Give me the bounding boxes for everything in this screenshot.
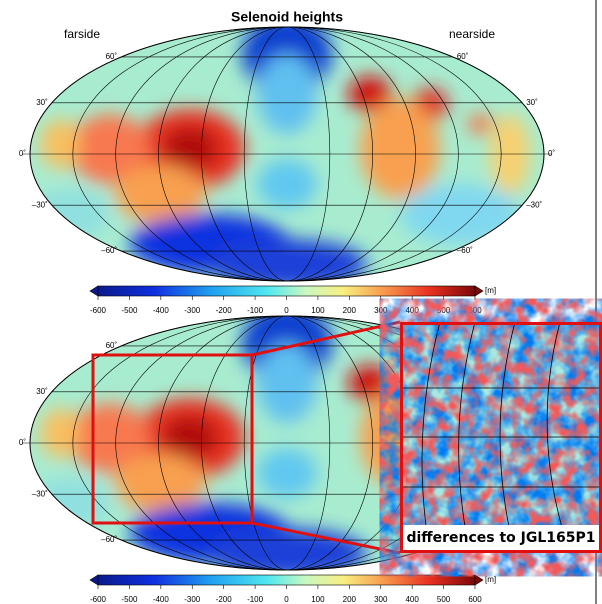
anomaly	[257, 343, 317, 423]
colorbar-tick-label: -100	[247, 306, 264, 315]
colorbar-tick-label: -200	[216, 306, 233, 315]
anomaly	[360, 99, 440, 199]
anomaly	[40, 408, 80, 458]
colorbar-tick-label: -400	[153, 306, 170, 315]
inset-red	[400, 322, 602, 553]
latitude-label: –30˚	[32, 200, 48, 209]
colorbar-tick-label: -600	[90, 306, 107, 315]
colorbar: -600 -500 -400 -300 -200 -100 0 100 200 300 400 500…	[90, 575, 496, 604]
colorbar-unit: [m]	[485, 286, 496, 295]
anomaly	[257, 448, 317, 498]
latitude-label: –60˚	[101, 535, 117, 544]
latitude-label: 0˚	[19, 438, 26, 447]
latitude-label: 60˚	[106, 52, 118, 61]
anomaly	[468, 114, 492, 134]
inset-label: differences to JGL165P1	[406, 530, 595, 546]
colorbar-tick-label: 300	[374, 306, 388, 315]
colorbar-tick-label: 200	[343, 306, 357, 315]
title: Selenoid heights	[231, 9, 343, 25]
colorbar-tick-label: -100	[247, 595, 264, 604]
latitude-label: –60˚	[457, 246, 473, 255]
colorbar-low	[90, 286, 98, 296]
colorbar-tick-label: 100	[311, 306, 325, 315]
latitude-label: 30˚	[526, 98, 538, 107]
colorbar-unit: [m]	[485, 575, 496, 584]
latitude-label: –30˚	[32, 489, 48, 498]
colorbar-tick-label: 600	[468, 595, 482, 604]
latitude-label: –60˚	[101, 246, 117, 255]
colorbar-tick-label: 500	[437, 306, 451, 315]
anomaly	[162, 127, 218, 171]
colorbar-tick-label: -500	[121, 595, 138, 604]
anomaly	[400, 184, 520, 244]
latitude-label: 0˚	[19, 149, 26, 158]
latitude-label: –30˚	[526, 200, 542, 209]
colorbar: -600 -500 -400 -300 -200 -100 0 100 200 300 400 500…	[90, 286, 496, 315]
colorbar-tick-label: -600	[90, 595, 107, 604]
colorbar-ramp	[98, 286, 475, 296]
colorbar-ramp	[98, 575, 475, 585]
map: 60˚ 60˚ 30˚ 30˚ 0˚ 0˚ –30˚ –30˚ –60˚ –60˚	[19, 14, 556, 289]
colorbar-tick-label: 500	[437, 595, 451, 604]
latitude-label: 60˚	[457, 52, 469, 61]
anomaly	[40, 119, 80, 169]
colorbar-tick-label: 0	[284, 595, 289, 604]
nearside-label: nearside	[449, 27, 495, 41]
latitude-label: 30˚	[36, 387, 48, 396]
colorbar-high	[475, 575, 483, 585]
anomaly	[257, 54, 317, 134]
colorbar-tick-label: -200	[216, 595, 233, 604]
inset: differences to JGL165P1	[400, 322, 602, 553]
anomaly	[257, 159, 317, 209]
figure: Selenoid heights farside nearside 60˚60˚…	[0, 0, 602, 604]
latitude-label: 60˚	[106, 341, 118, 350]
colorbar-tick-label: 600	[468, 306, 482, 315]
colorbar-tick-label: -400	[153, 595, 170, 604]
colorbar-tick-label: -300	[184, 595, 201, 604]
latitude-label: 30˚	[36, 98, 48, 107]
colorbar-tick-label: 100	[311, 595, 325, 604]
colorbar-low	[90, 575, 98, 585]
farside-label: farside	[64, 27, 100, 41]
colorbar-tick-label: -300	[184, 306, 201, 315]
colorbar-tick-label: 400	[405, 595, 419, 604]
colorbar-high	[475, 286, 483, 296]
latitude-label: 0˚	[548, 149, 555, 158]
colorbar-tick-label: 200	[343, 595, 357, 604]
colorbar-tick-label: -500	[121, 306, 138, 315]
colorbar-tick-label: 300	[374, 595, 388, 604]
colorbar-tick-label: 400	[405, 306, 419, 315]
anomaly	[162, 416, 218, 460]
colorbar-tick-label: 0	[284, 306, 289, 315]
